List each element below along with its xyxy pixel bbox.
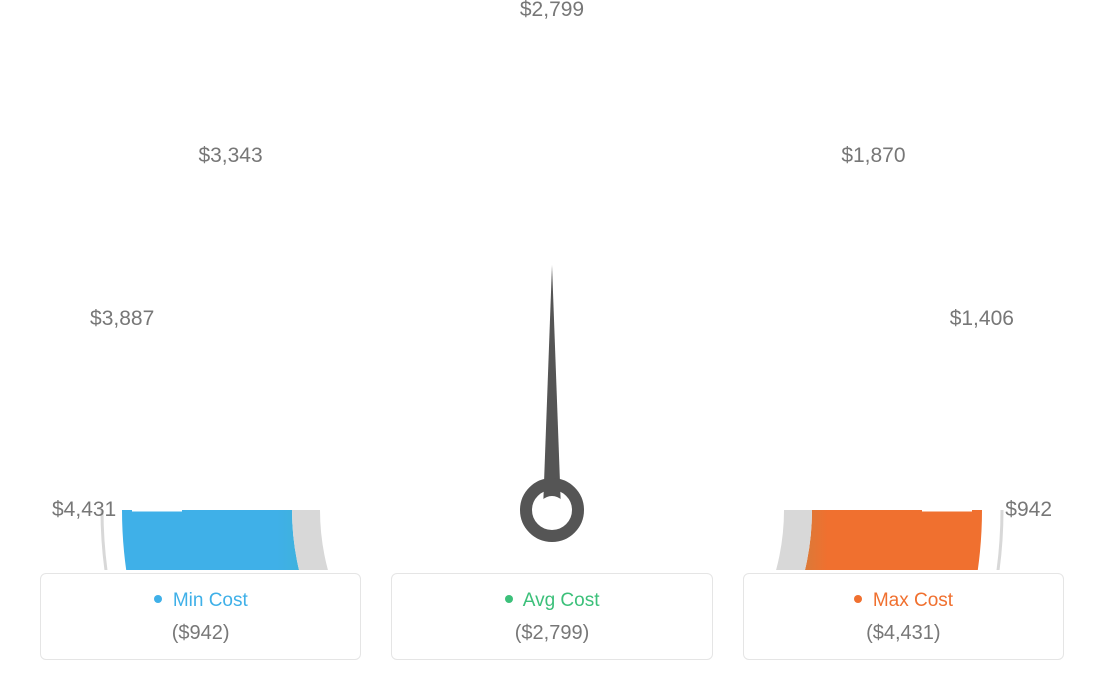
dot-icon (505, 595, 513, 603)
cost-cards-row: Min Cost ($942) Avg Cost ($2,799) Max Co… (40, 573, 1064, 660)
min-cost-value: ($942) (51, 622, 350, 645)
max-cost-value: ($4,431) (754, 622, 1053, 645)
avg-cost-card: Avg Cost ($2,799) (391, 573, 712, 660)
dot-icon (154, 595, 162, 603)
max-cost-label: Max Cost (754, 590, 1053, 612)
dot-icon (854, 595, 862, 603)
avg-cost-value: ($2,799) (402, 622, 701, 645)
gauge-tick-label: $1,870 (841, 144, 905, 168)
avg-cost-label: Avg Cost (402, 590, 701, 612)
min-cost-card: Min Cost ($942) (40, 573, 361, 660)
gauge-tick-label: $2,799 (520, 0, 584, 22)
gauge-tick-label: $942 (1005, 498, 1052, 522)
min-cost-label-text: Min Cost (173, 590, 248, 611)
gauge-svg (52, 30, 1052, 570)
gauge-chart: $942 $1,406 $1,870 $2,799 $3,343 $3,887 $4,431 (0, 0, 1104, 560)
gauge-tick-label: $1,406 (950, 307, 1014, 331)
gauge-tick-label: $4,431 (52, 498, 116, 522)
min-cost-label: Min Cost (51, 590, 350, 612)
gauge-tick-label: $3,887 (90, 307, 154, 331)
cost-gauge-container: $942 $1,406 $1,870 $2,799 $3,343 $3,887 $4,431… (0, 0, 1104, 690)
max-cost-label-text: Max Cost (873, 590, 953, 611)
gauge-tick-label: $3,343 (198, 144, 262, 168)
max-cost-card: Max Cost ($4,431) (743, 573, 1064, 660)
avg-cost-label-text: Avg Cost (523, 590, 600, 611)
